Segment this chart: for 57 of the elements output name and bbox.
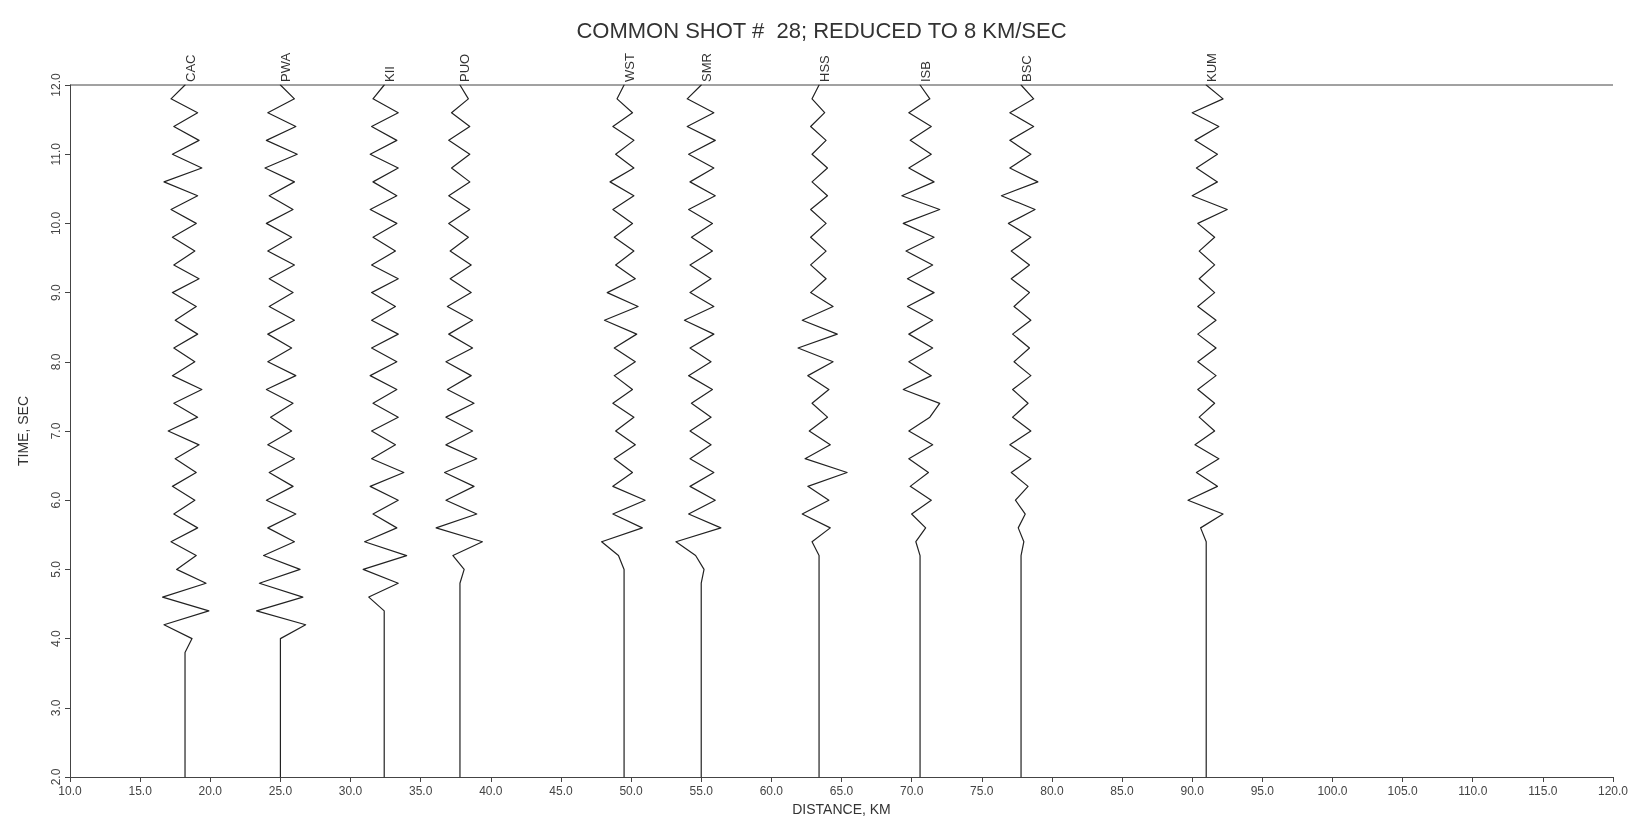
x-tick-label: 115.0 [1528,784,1558,798]
x-tick-label: 20.0 [198,784,223,798]
text: BSC [1018,55,1034,82]
line-series [601,84,646,778]
text: PWA [277,52,293,82]
x-tick-label: 30.0 [338,784,363,798]
x-tick-label: 10.0 [58,784,82,798]
y-tick-label: 4.0 [49,629,63,647]
x-tick-label: 65.0 [829,784,854,798]
line-series [901,84,941,778]
y-tick-label: 12.0 [49,73,63,97]
chart-title: COMMON SHOT # 28; REDUCED TO 8 KM/SEC [576,17,1067,43]
line-series [161,84,210,778]
x-tick-label: 120.0 [1597,784,1629,798]
x-tick-label: 85.0 [1110,784,1135,798]
x-tick-label: 100.0 [1317,784,1348,798]
y-tick-label: 2.0 [49,768,63,786]
y-tick-label: 5.0 [49,560,63,578]
y-tick-label: 6.0 [49,491,63,509]
line-series [675,84,722,778]
x-tick-label: 70.0 [899,784,924,798]
line-series [797,84,848,778]
x-tick-label: 75.0 [970,784,994,798]
y-tick-label: 7.0 [49,422,63,440]
text: HSS [816,54,832,82]
text: KII [381,66,397,82]
x-tick-label: 25.0 [268,784,293,798]
line-series [1000,84,1039,778]
y-tick-label: 3.0 [49,699,63,717]
x-tick-label: 35.0 [409,784,433,798]
x-tick-label: 60.0 [759,784,784,798]
line-series [255,84,307,778]
text: KUM [1203,53,1219,82]
x-tick-label: 55.0 [689,784,714,798]
text: PUO [457,53,473,82]
text: WST [621,53,637,82]
text: CAC [182,54,198,82]
x-tick-label: 15.0 [128,784,153,798]
x-axis-title: DISTANCE, KM [792,800,891,817]
line-series [362,84,408,778]
x-tick-label: 45.0 [549,784,573,798]
y-tick-label: 10.0 [49,211,63,236]
y-axis-title: TIME, SEC [15,395,31,467]
x-tick-label: 50.0 [619,784,644,798]
x-tick-label: 110.0 [1458,784,1488,798]
text: SMR [698,53,714,82]
x-tick-label: 80.0 [1040,784,1064,798]
x-tick-label: 95.0 [1250,784,1275,798]
line-series [435,84,483,778]
text: ISB [917,61,933,82]
x-tick-label: 40.0 [479,784,503,798]
x-tick-label: 105.0 [1387,784,1418,798]
y-tick-label: 11.0 [49,142,63,166]
x-tick-label: 90.0 [1180,784,1205,798]
y-tick-label: 9.0 [49,283,63,301]
line-series [1187,84,1228,778]
y-tick-label: 8.0 [49,353,63,371]
